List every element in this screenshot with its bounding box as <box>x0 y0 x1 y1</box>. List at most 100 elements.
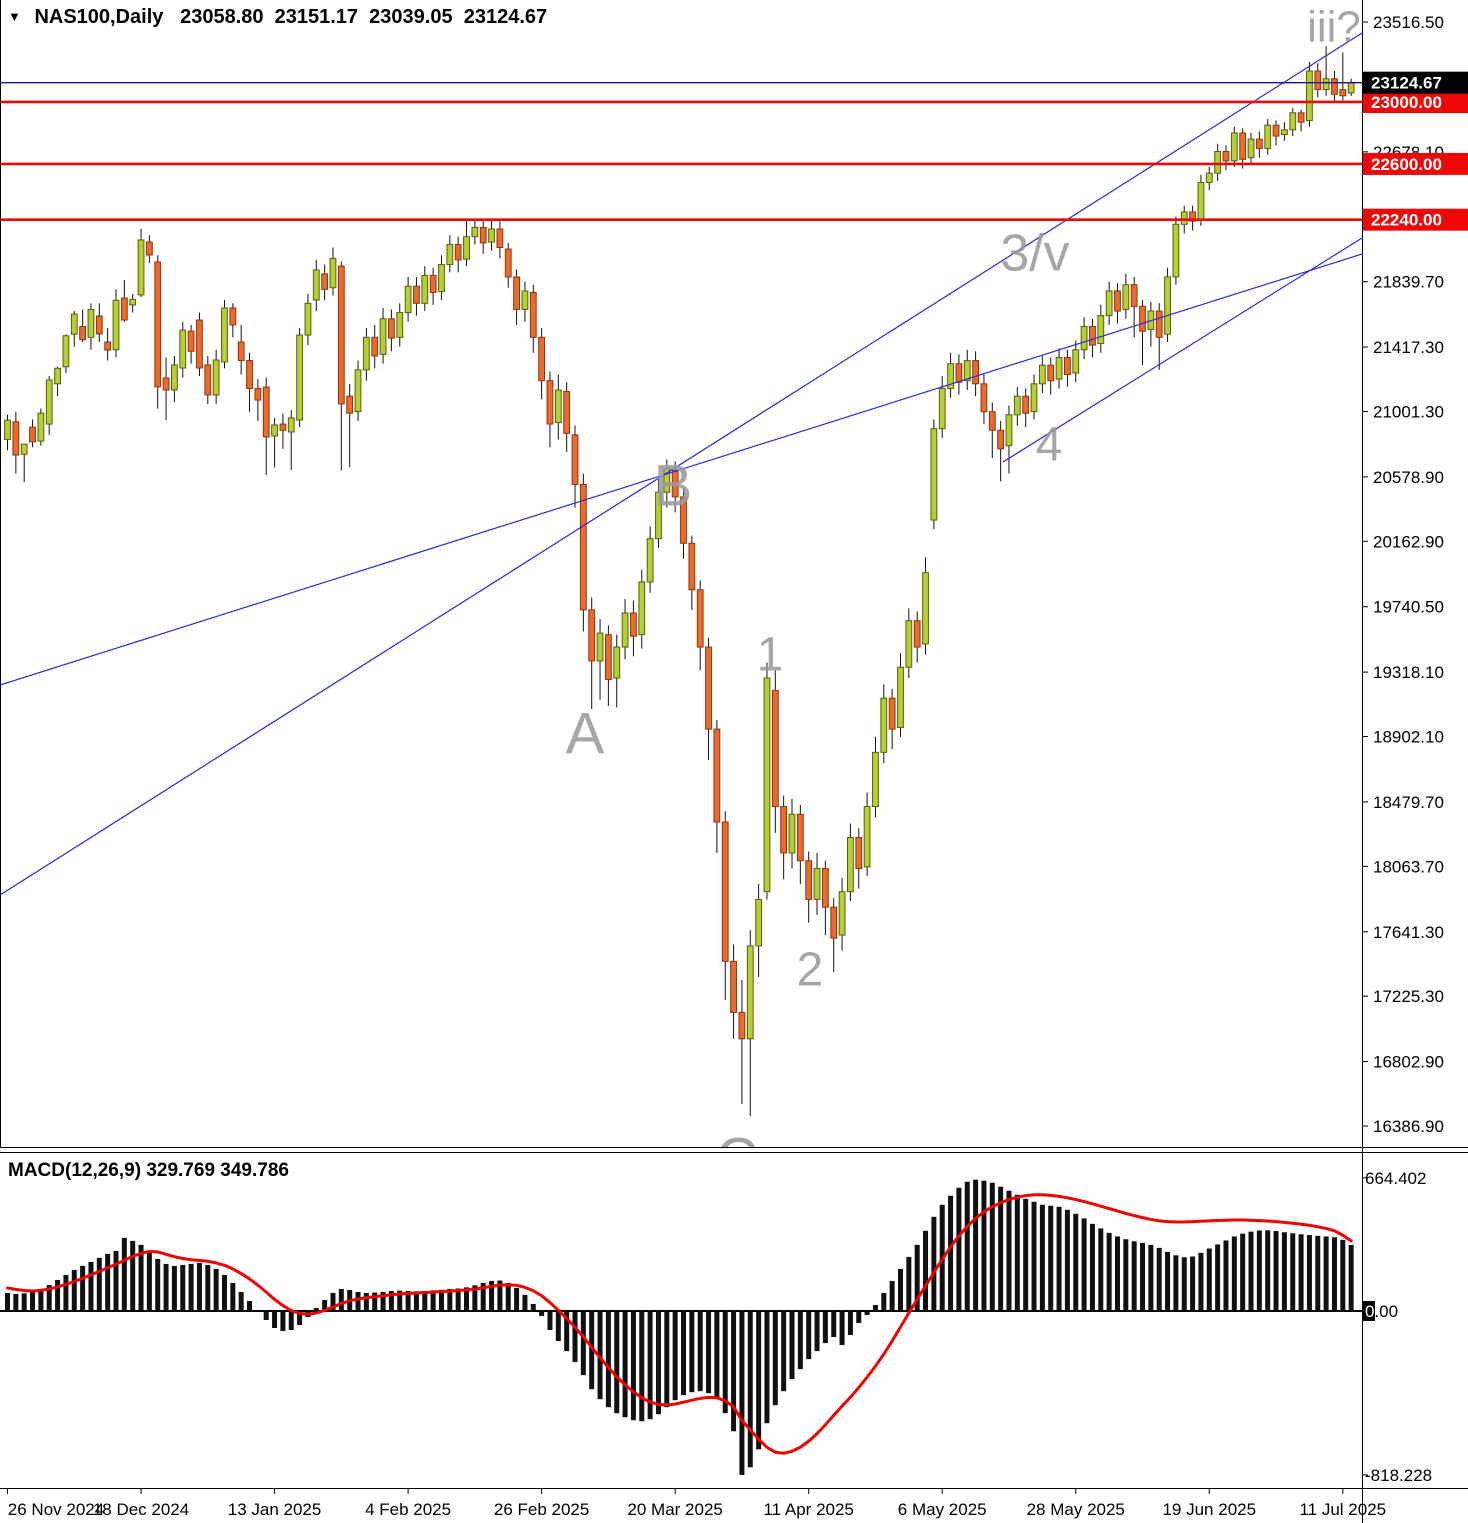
macd-bar <box>88 1261 94 1311</box>
macd-bar <box>1056 1206 1062 1311</box>
price-axis-label: 18063.70 <box>1373 857 1444 876</box>
macd-bar <box>764 1311 770 1424</box>
macd-bar <box>171 1265 177 1311</box>
candle <box>788 813 796 854</box>
level-price-badge-label: 23000.00 <box>1371 93 1442 112</box>
candle <box>730 960 737 1013</box>
macd-bar <box>213 1268 219 1311</box>
wave-label-4[interactable]: 4 <box>1036 419 1063 472</box>
macd-bar <box>447 1288 453 1311</box>
macd-bar <box>847 1311 853 1336</box>
candle <box>922 572 929 645</box>
macd-bar <box>806 1311 812 1360</box>
candle <box>905 620 913 668</box>
macd-bar <box>747 1311 753 1468</box>
trendline[interactable] <box>0 253 1362 686</box>
candle <box>187 330 195 352</box>
macd-bar <box>864 1311 870 1316</box>
collapse-triangle-icon[interactable]: ▼ <box>8 9 21 24</box>
trendlines[interactable] <box>0 32 1362 896</box>
candle <box>1205 172 1213 184</box>
macd-bar <box>973 1179 979 1311</box>
candle <box>37 412 45 442</box>
candle <box>1197 182 1205 221</box>
candle <box>1038 364 1046 385</box>
macd-bar <box>914 1244 920 1311</box>
candle <box>45 379 53 425</box>
macd-bar <box>981 1180 987 1311</box>
macd-bar <box>1031 1201 1037 1311</box>
macd-bar <box>5 1292 10 1311</box>
macd-bar <box>1281 1232 1287 1311</box>
wave-label-B[interactable]: B <box>654 453 693 518</box>
price-axis[interactable]: 23516.5022678.1022255.7021839.7021417.30… <box>1362 13 1468 1136</box>
candle <box>821 867 829 908</box>
candle <box>246 360 253 389</box>
price-axis-label: 23516.50 <box>1373 13 1444 32</box>
price-axis-label: 17225.30 <box>1373 987 1444 1006</box>
price-axis-label: 16802.90 <box>1373 1053 1444 1072</box>
wave-label-3v[interactable]: 3/v <box>1000 225 1069 283</box>
trendline[interactable] <box>0 32 1362 896</box>
candle <box>546 380 554 425</box>
candle <box>646 538 654 583</box>
wave-label-A[interactable]: A <box>566 701 605 766</box>
macd-bar <box>1165 1251 1171 1311</box>
macd-bar <box>272 1311 278 1329</box>
macd-bar <box>1148 1244 1154 1311</box>
candle <box>1230 132 1238 162</box>
candle <box>630 612 637 637</box>
candle <box>296 334 303 421</box>
macd-bar <box>180 1264 186 1311</box>
candle <box>796 813 804 862</box>
macd-bar <box>655 1311 661 1415</box>
macd-bar <box>1198 1252 1204 1311</box>
macd-bar <box>1123 1239 1129 1311</box>
macd-bar <box>297 1311 303 1326</box>
macd-bar <box>1114 1236 1120 1311</box>
candle <box>154 261 162 388</box>
macd-axis[interactable]: 664.402 0.000 -818.228 <box>1362 1169 1432 1485</box>
macd-bar <box>1131 1241 1137 1311</box>
wave-label-1[interactable]: 1 <box>757 629 784 682</box>
current-price-badge <box>1363 71 1468 94</box>
macd-bar <box>1064 1209 1070 1311</box>
time-axis-label: 6 May 2025 <box>898 1500 987 1519</box>
wave-label-iii[interactable]: iii? <box>1307 3 1361 52</box>
candle <box>421 274 429 304</box>
candle <box>613 646 621 679</box>
macd-bar <box>130 1240 136 1311</box>
candle <box>1255 138 1263 149</box>
level-price-badge <box>1363 208 1468 231</box>
trendline[interactable] <box>1002 237 1362 463</box>
candle <box>1239 132 1247 160</box>
candle <box>1189 211 1196 222</box>
candle <box>129 298 137 306</box>
macd-bar <box>605 1311 611 1408</box>
candle <box>713 728 721 823</box>
macd-bar <box>597 1311 603 1400</box>
macd-bar <box>564 1311 570 1352</box>
macd-bar <box>722 1311 728 1414</box>
macd-name: MACD(12,26,9) <box>8 1160 142 1181</box>
level-price-badge <box>1363 152 1468 175</box>
wave-label-2[interactable]: 2 <box>797 944 824 997</box>
elliott-wave-labels[interactable]: A B C 1 2 3/v 4 iii? <box>566 3 1361 1192</box>
support-resistance-lines[interactable] <box>0 100 1362 221</box>
wave-label-C[interactable]: C <box>716 1126 758 1191</box>
macd-bar <box>1006 1190 1012 1311</box>
candle <box>913 620 921 648</box>
price-axis-label: 18479.70 <box>1373 793 1444 812</box>
macd-bar <box>105 1253 111 1311</box>
candle <box>62 335 70 368</box>
candle <box>104 341 112 351</box>
candle <box>413 285 420 304</box>
time-axis-label: 18 Dec 2024 <box>93 1500 189 1519</box>
candle <box>897 666 904 729</box>
macd-bar <box>647 1311 653 1420</box>
candle <box>479 226 487 244</box>
macd-bar <box>71 1269 77 1311</box>
candle <box>304 302 312 336</box>
